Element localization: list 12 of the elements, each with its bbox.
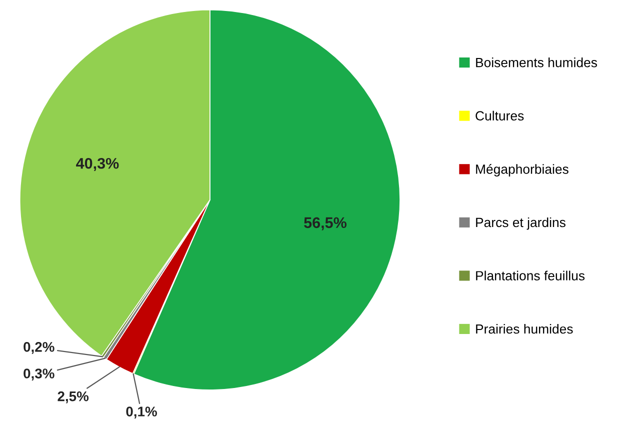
data-label: 0,3% [24,368,54,380]
data-label: 40,3% [76,158,119,171]
data-label: 56,5% [304,217,346,230]
legend-label: Boisements humides [476,58,598,68]
legend-label: Prairies humides [476,324,573,334]
data-label: 2,5% [58,391,89,404]
legend-label: Plantations feuillus [476,270,585,280]
data-label: 0,2% [24,342,54,354]
legend-label: Parcs et jardins [476,217,566,230]
data-label: 0,1% [126,406,157,418]
legend-label: Mégaphorbiaies [476,164,568,176]
legend-label: Cultures [476,110,524,121]
